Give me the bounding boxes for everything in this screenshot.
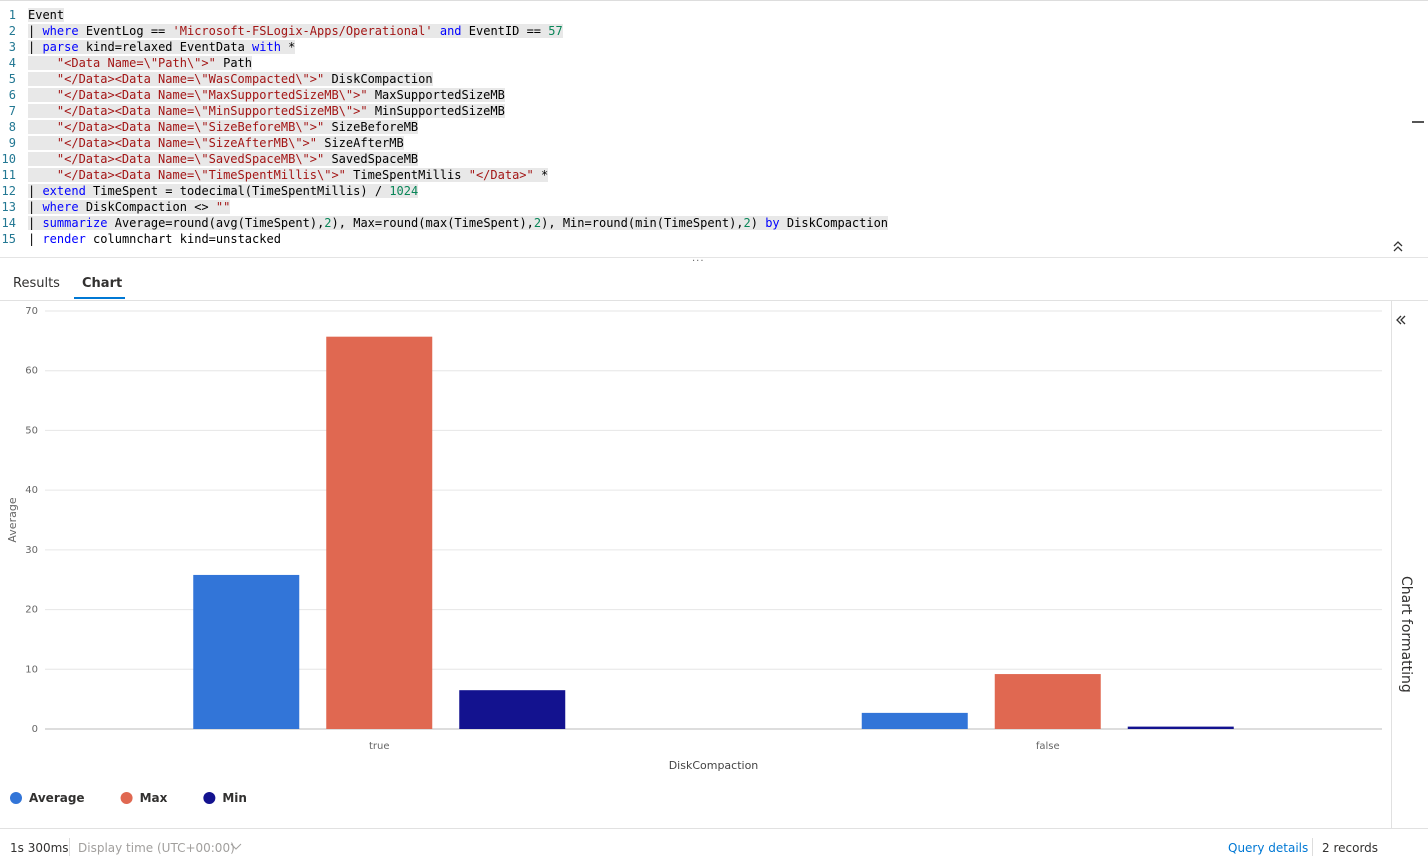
code-line: | parse kind=relaxed EventData with *	[28, 40, 296, 54]
tab-active[interactable]: Chart	[82, 276, 123, 291]
y-axis-label: Average	[6, 497, 19, 542]
expand-icon[interactable]	[1394, 313, 1408, 327]
bar	[1127, 726, 1234, 729]
bar	[193, 574, 300, 729]
status-bar: 1s 300ms Display time (UTC+00:00) Query …	[0, 828, 1428, 863]
collapse-button[interactable]	[1391, 239, 1405, 253]
tab-underline	[74, 297, 125, 299]
panel-label: Chart formatting	[1398, 576, 1414, 693]
query-editor[interactable]: 1 2 3 4 5 6 7 8 9 10 11 12 13 14 15 Event | where Event…	[0, 0, 1428, 257]
x-tick-label: true	[369, 741, 390, 752]
bar	[326, 336, 433, 729]
tabs: Results Chart	[0, 268, 1428, 301]
scroll-marker	[1412, 121, 1424, 123]
tab[interactable]: Results	[13, 276, 60, 291]
code-line: | where DiskCompaction <> ""	[28, 200, 231, 214]
chart: 0 10 20 30 40 50 60 70 Average DiskCompaction true…	[6, 306, 1382, 805]
code: Event | where EventLog == 'Microsoft-FSLo…	[28, 7, 889, 247]
line-number: 1	[8, 8, 16, 22]
record-count: 2 records	[1322, 841, 1379, 855]
code-line: "</Data><Data Name=\"WasCompacted\">" Di…	[28, 71, 888, 87]
y-tick-label: 50	[25, 425, 38, 436]
code-line: Event	[28, 8, 65, 22]
code-line: "</Data><Data Name=\"SizeAfterMB\">" Siz…	[28, 135, 888, 151]
code-line: "</Data><Data Name=\"TimeSpentMillis\">"…	[28, 167, 888, 183]
legend-swatch	[120, 792, 133, 804]
code-line: "</Data><Data Name=\"SavedSpaceMB\">" Sa…	[28, 151, 888, 167]
line-number: 3	[8, 40, 16, 54]
bar	[861, 712, 968, 729]
chart-formatting-panel[interactable]: Chart formatting	[1391, 301, 1426, 828]
duration: 1s 300ms	[10, 841, 69, 855]
dropdown-icon[interactable]	[230, 842, 242, 852]
line-number: 2	[8, 24, 16, 38]
legend-swatch	[10, 792, 22, 804]
legend-label: Min	[222, 791, 247, 805]
line-number: 10	[1, 152, 16, 166]
y-tick-label: 0	[32, 724, 38, 735]
legend-label: Average	[29, 791, 85, 805]
y-tick-label: 10	[25, 664, 38, 675]
line-number: 4	[8, 56, 16, 70]
code-line: "</Data><Data Name=\"SizeBeforeMB\">" Si…	[28, 119, 888, 135]
code-line: "<Data Name=\"Path\">" Path	[28, 55, 888, 71]
y-tick-label: 30	[25, 545, 38, 556]
y-tick-label: 20	[25, 605, 38, 616]
code-line: | render columnchart kind=unstacked	[28, 232, 281, 246]
code-line: | summarize Average=round(avg(TimeSpent)…	[28, 216, 889, 230]
code-line: | extend TimeSpent = todecimal(TimeSpent…	[28, 184, 419, 198]
line-number: 7	[8, 104, 16, 118]
legend-label: Max	[140, 791, 168, 805]
y-tick-label: 40	[25, 485, 38, 496]
code-line: "</Data><Data Name=\"MaxSupportedSizeMB\…	[28, 87, 888, 103]
query-details-link[interactable]: Query details	[1228, 841, 1309, 855]
display-time[interactable]: Display time (UTC+00:00)	[78, 841, 235, 855]
legend-swatch	[203, 792, 216, 804]
line-number: 8	[8, 120, 16, 134]
x-axis-label: DiskCompaction	[669, 759, 759, 772]
x-tick-label: false	[1036, 741, 1060, 752]
line-number: 9	[8, 136, 16, 150]
line-number: 11	[1, 168, 16, 182]
y-tick-label: 70	[25, 306, 38, 317]
y-tick-label: 60	[25, 366, 38, 377]
line-number: 12	[1, 184, 16, 198]
line-number: 5	[8, 72, 16, 86]
bar	[459, 690, 566, 729]
bar	[994, 674, 1101, 729]
code-line: | where EventLog == 'Microsoft-FSLogix-A…	[28, 24, 563, 38]
line-number: 13	[1, 200, 16, 214]
line-numbers: 1 2 3 4 5 6 7 8 9 10 11 12 13 14 15	[0, 7, 16, 247]
line-number: 15	[1, 232, 16, 246]
splitter[interactable]: ···	[0, 256, 1428, 267]
line-number: 6	[8, 88, 16, 102]
code-line: "</Data><Data Name=\"MinSupportedSizeMB\…	[28, 103, 888, 119]
line-number: 14	[1, 216, 16, 230]
